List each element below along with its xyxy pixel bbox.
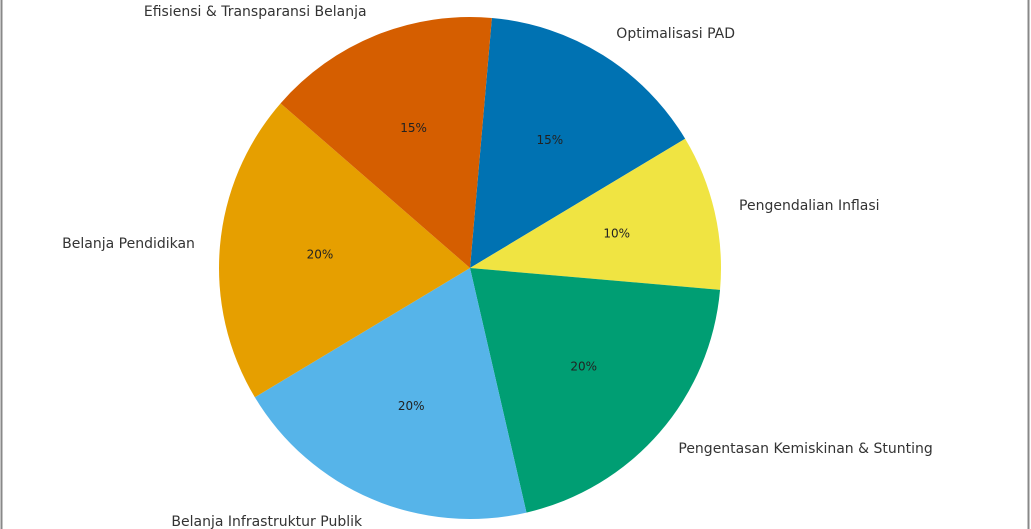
percent-label: 20% [398,399,425,413]
percent-label: 20% [570,359,597,373]
percent-label: 15% [536,133,563,147]
pie-slice [219,103,470,398]
pie-slice [254,268,527,519]
category-label: Pengentasan Kemiskinan & Stunting [678,441,932,457]
pie-slice [470,268,721,513]
category-label: Belanja Pendidikan [62,236,195,252]
pie-slice [470,17,686,268]
category-label: Optimalisasi PAD [616,26,735,42]
pie-slice [280,16,492,268]
pie-slice [470,138,721,290]
percent-label: 20% [307,247,334,261]
category-label: Belanja Infrastruktur Publik [171,514,363,529]
category-label: Pengendalian Inflasi [739,198,880,214]
category-label: Efisiensi & Transparansi Belanja [144,4,367,20]
percent-label: 10% [603,227,630,241]
percent-label: 15% [400,121,427,135]
